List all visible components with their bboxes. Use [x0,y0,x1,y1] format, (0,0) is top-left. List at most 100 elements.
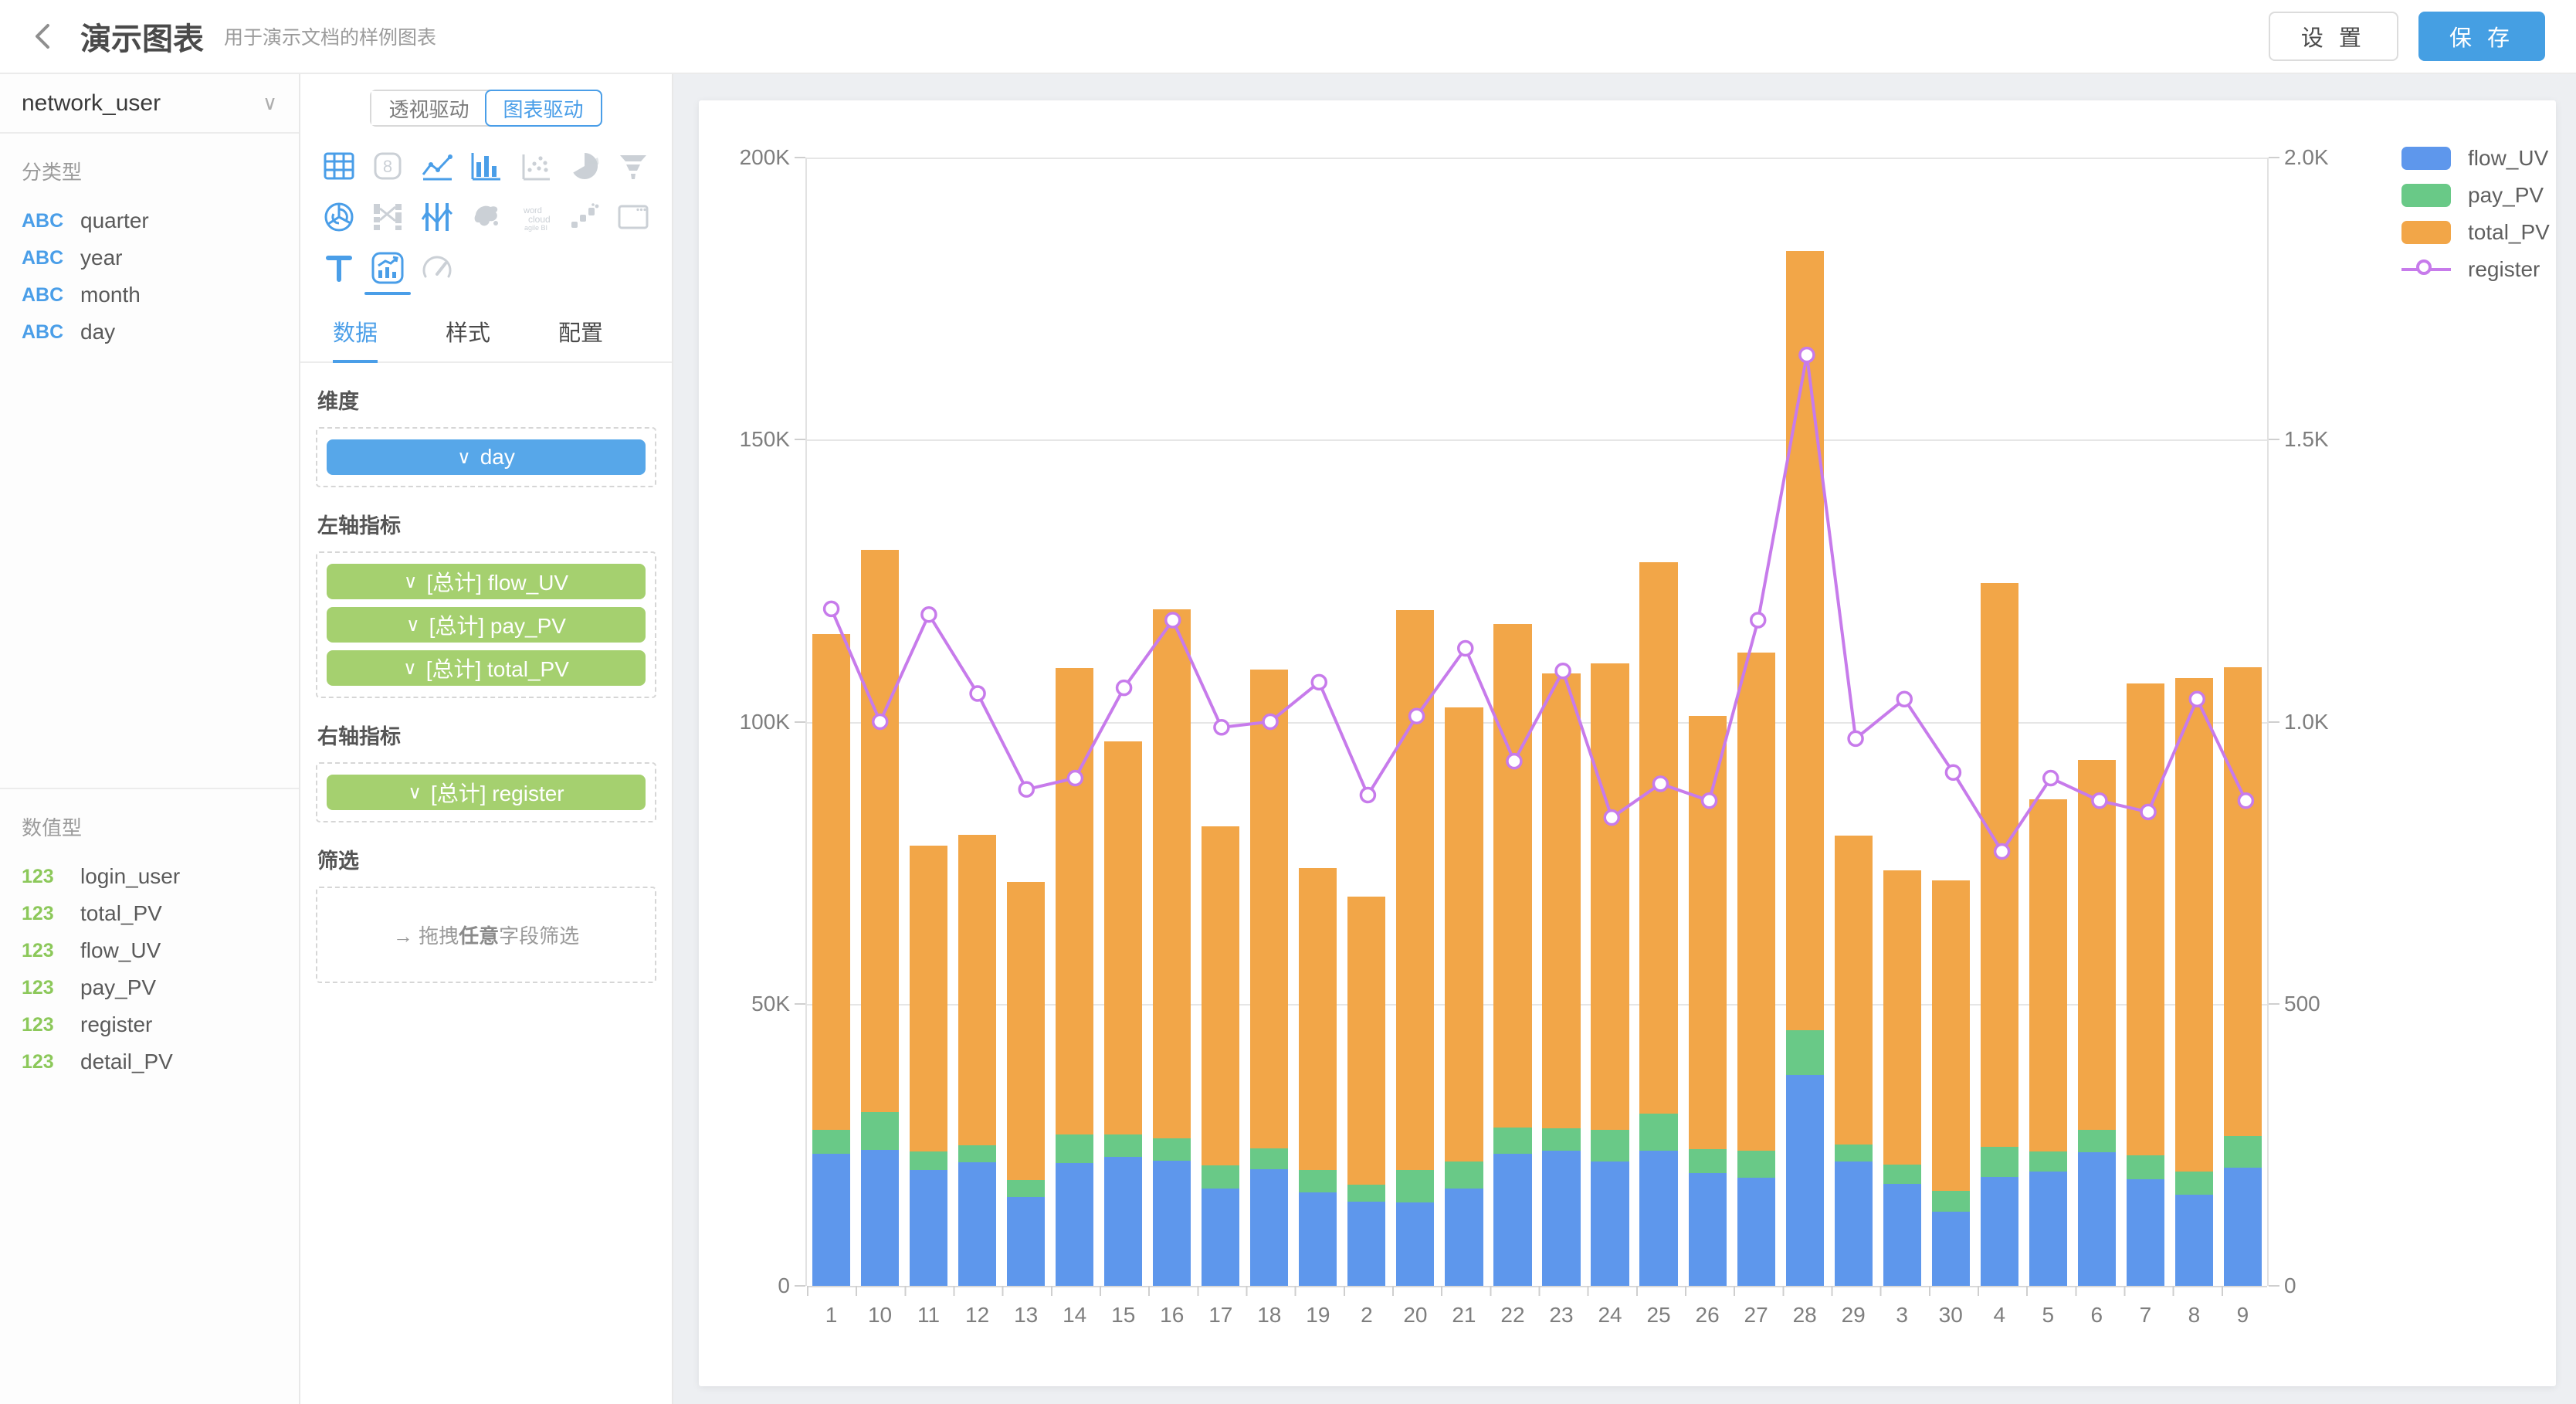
bar-segment-total_PV [1785,251,1824,1031]
bar-column-9[interactable] [2218,158,2267,1286]
field-quarter[interactable]: ABC quarter [22,209,149,232]
bar-segment-flow_UV [1883,1183,1921,1286]
filter-dropzone[interactable]: → 拖拽任意字段筛选 [316,887,656,983]
bar-column-5[interactable] [2024,158,2073,1286]
bar-segment-flow_UV [1688,1172,1727,1286]
bar-segment-pay_PV [1688,1148,1727,1173]
bar-column-21[interactable] [1439,158,1488,1286]
main: network_user ∨ 分类型 ABC quarter ABC year … [0,74,2576,1404]
bar-column-25[interactable] [1635,158,1683,1286]
tab-data[interactable]: 数据 [333,315,378,363]
field-month[interactable]: ABC month [22,283,141,307]
chart-drive-toggle[interactable]: 图表驱动 [484,90,602,127]
bar-column-15[interactable] [1099,158,1147,1286]
field-day[interactable]: ABC day [22,320,116,344]
bar-column-22[interactable] [1488,158,1537,1286]
bar-column-16[interactable] [1147,158,1196,1286]
parallel-chart-icon[interactable] [418,199,456,235]
chip-total-pv[interactable]: ∨ [总计] total_PV [327,650,646,686]
bar-column-18[interactable] [1245,158,1293,1286]
x-axis-label: 27 [1744,1303,1768,1327]
line-chart-icon[interactable] [418,148,456,184]
legend-item-pay_PV[interactable]: pay_PV [2401,183,2550,207]
bar-column-3[interactable] [1878,158,1927,1286]
bar-segment-pay_PV [1591,1129,1629,1162]
back-button[interactable] [26,19,60,53]
bar-column-6[interactable] [2073,158,2121,1286]
field-pay_PV[interactable]: 123 pay_PV [22,975,157,999]
pivot-drive-toggle[interactable]: 透视驱动 [371,91,486,125]
bar-column-7[interactable] [2121,158,2170,1286]
abc-badge: ABC [22,246,64,269]
legend-item-flow_UV[interactable]: flow_UV [2401,146,2550,170]
bar-column-23[interactable] [1537,158,1585,1286]
bar-column-17[interactable] [1196,158,1245,1286]
save-button[interactable]: 保 存 [2418,12,2545,61]
bar-segment-total_PV [1153,609,1191,1138]
bar-column-29[interactable] [1829,158,1878,1286]
bar-segment-pay_PV [1980,1146,2018,1178]
tab-style[interactable]: 样式 [446,321,491,346]
x-axis-label: 11 [917,1303,941,1327]
bar-column-14[interactable] [1050,158,1099,1286]
x-axis-label: 18 [1257,1303,1282,1327]
bar-column-26[interactable] [1683,158,1732,1286]
radar-chart-icon[interactable] [320,199,358,235]
left-axis-tick [795,721,805,723]
field-detail_PV[interactable]: 123 detail_PV [22,1050,173,1073]
bar-column-4[interactable] [1975,158,2024,1286]
bar-column-10[interactable] [856,158,904,1286]
settings-button[interactable]: 设 置 [2268,12,2398,61]
bar-column-2[interactable] [1342,158,1391,1286]
field-year[interactable]: ABC year [22,246,123,270]
field-login_user[interactable]: 123 login_user [22,864,181,888]
bar-column-27[interactable] [1732,158,1781,1286]
table-chart-icon[interactable] [320,148,358,184]
bar-column-13[interactable] [1002,158,1050,1286]
left-axis-tick-label: 200K [739,145,790,169]
bar-column-8[interactable] [2170,158,2218,1286]
bar-segment-flow_UV [1980,1177,2018,1286]
dimension-dropzone[interactable]: ∨ day [316,427,656,487]
legend-item-register[interactable]: register [2401,257,2550,281]
chart-canvas-area: 0 50K 100K 150K 200K 0 500 1.0K 1.5K 2.0K 1 10 11 12 1… [673,74,2576,1404]
chip-day[interactable]: ∨ day [327,439,646,475]
legend-item-total_PV[interactable]: total_PV [2401,220,2550,244]
right-axis-dropzone[interactable]: ∨ [总计] register [316,762,656,822]
bar-segment-pay_PV [910,1151,948,1170]
dual-axis-chart-icon[interactable] [368,250,407,295]
legend-swatch [2401,147,2451,170]
bar-column-20[interactable] [1391,158,1439,1286]
x-axis-label: 13 [1014,1303,1039,1327]
bar-column-11[interactable] [904,158,953,1286]
field-register[interactable]: 123 register [22,1012,153,1036]
left-axis-tick-label: 0 [778,1273,790,1297]
chip-pay-pv[interactable]: ∨ [总计] pay_PV [327,607,646,643]
bar-chart-icon[interactable] [466,148,505,184]
chip-flow-uv[interactable]: ∨ [总计] flow_UV [327,564,646,599]
bar-column-19[interactable] [1293,158,1342,1286]
chevron-down-icon: ∨ [403,657,417,679]
text-card-icon[interactable] [320,250,358,295]
bar-column-1[interactable] [807,158,856,1286]
bar-column-28[interactable] [1781,158,1829,1286]
bar-column-30[interactable] [1927,158,1975,1286]
bar-segment-total_PV [1396,609,1435,1171]
chevron-down-icon: ∨ [457,446,471,468]
bar-column-12[interactable] [953,158,1002,1286]
bar-stack [812,633,851,1286]
field-flow_UV[interactable]: 123 flow_UV [22,938,161,962]
legend-swatch [2401,184,2451,207]
bar-segment-flow_UV [1737,1178,1775,1286]
field-total_PV[interactable]: 123 total_PV [22,901,162,925]
left-axis-dropzone[interactable]: ∨ [总计] flow_UV ∨ [总计] pay_PV ∨ [总计] tota… [316,551,656,698]
kpi-card-icon: 8 [368,148,407,184]
bar-stack [1250,669,1289,1286]
bar-column-24[interactable] [1586,158,1635,1286]
bar-stack [1591,663,1629,1286]
panel-body: 维度 ∨ day 左轴指标 ∨ [总计] flow_UV ∨ [总计] p [300,385,672,983]
chip-register[interactable]: ∨ [总计] register [327,775,646,810]
left-axis-tick [795,1285,805,1287]
datasource-selector[interactable]: network_user ∨ [0,74,299,134]
tab-config[interactable]: 配置 [558,321,604,346]
